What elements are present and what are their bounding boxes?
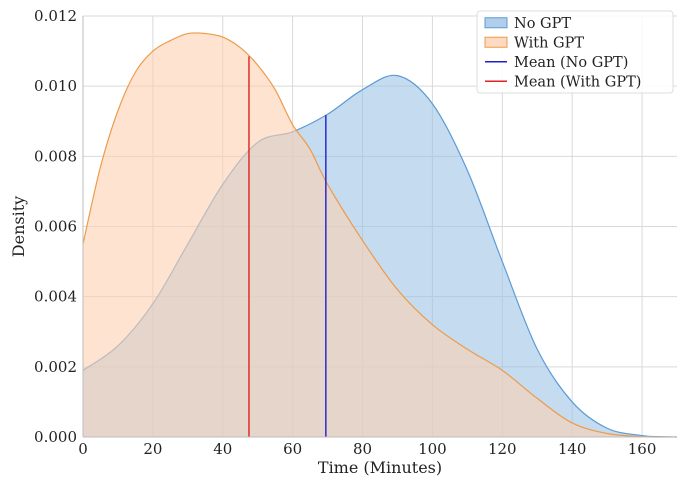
legend-label-mean-with-gpt-: Mean (With GPT) xyxy=(514,74,641,90)
tick-labels: 0 20 40 60 80 100 120 140 160 0.000 0.002 0.004 0.00… xyxy=(34,7,656,458)
x-tick-label: 20 xyxy=(143,440,162,458)
legend-swatch-with-gpt xyxy=(484,36,508,48)
density-areas xyxy=(82,32,677,438)
x-tick-label: 80 xyxy=(353,440,372,458)
y-axis-label: Density xyxy=(9,196,28,257)
legend-label-no-gpt: No GPT xyxy=(514,16,571,32)
y-tick-label: 0.004 xyxy=(34,288,77,306)
y-tick-label: 0.006 xyxy=(34,218,77,236)
mean-lines xyxy=(248,56,327,437)
density-curve-with-gpt xyxy=(82,32,677,438)
x-tick-label: 120 xyxy=(488,440,517,458)
x-tick-label: 140 xyxy=(558,440,587,458)
y-tick-label: 0.010 xyxy=(34,77,77,95)
x-tick-label: 100 xyxy=(418,440,447,458)
x-tick-label: 0 xyxy=(78,440,88,458)
legend-box xyxy=(476,10,674,94)
legend-label-mean-no-gpt-: Mean (No GPT) xyxy=(514,55,628,71)
axes xyxy=(82,16,677,438)
y-tick-label: 0.012 xyxy=(34,7,77,25)
legend: No GPT With GPT Mean (No GPT) Mean (With GP… xyxy=(476,10,674,94)
x-tick-label: 160 xyxy=(628,440,657,458)
x-tick-label: 40 xyxy=(213,440,232,458)
density-area-with-gpt xyxy=(83,32,677,438)
y-tick-label: 0.008 xyxy=(34,147,77,165)
y-tick-label: 0.000 xyxy=(34,428,77,446)
x-tick-label: 60 xyxy=(283,440,302,458)
legend-swatch-no-gpt xyxy=(484,17,508,29)
y-tick-label: 0.002 xyxy=(34,358,77,376)
legend-label-with-gpt: With GPT xyxy=(514,35,584,51)
x-axis-label: Time (Minutes) xyxy=(318,458,442,477)
